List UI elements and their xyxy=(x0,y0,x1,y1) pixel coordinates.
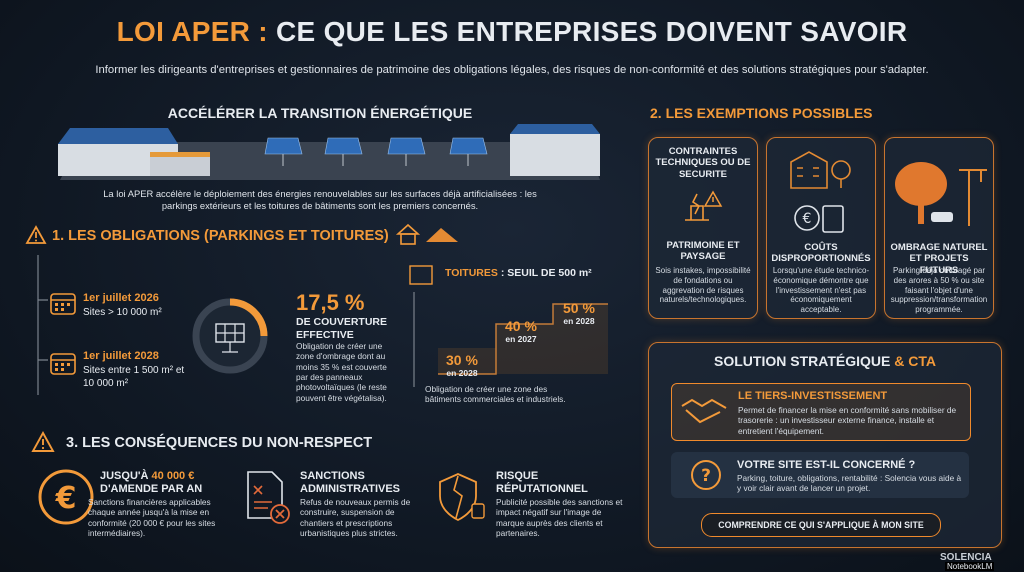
offer-title: LE TIERS-INVESTISSEMENT xyxy=(738,390,888,402)
card-title: PATRIMOINE ET PAYSAGE xyxy=(666,240,740,263)
card-text: Sois instakes, impossibilité de fondatio… xyxy=(655,266,751,305)
card-icon xyxy=(685,190,723,221)
deadline-date: 1er juillet 2028 xyxy=(83,350,159,362)
solution-title-highlight: & CTA xyxy=(894,353,936,369)
hero-illustration xyxy=(58,124,600,180)
roofs-text: Obligation de créer une zone des bâtimen… xyxy=(425,384,566,405)
calendar-icon xyxy=(50,293,76,315)
question-icon: ? xyxy=(691,460,721,490)
roofs-title-text: : SEUIL DE 500 m² xyxy=(500,267,592,279)
roof-panels xyxy=(58,128,178,144)
roof-edge xyxy=(150,152,210,157)
card-title: COÛTS DISPROPORTIONNÉS xyxy=(771,242,871,265)
solution-title: SOLUTION STRATÉGIQUE & CTA xyxy=(649,353,1001,369)
reputation-icon xyxy=(439,473,485,522)
warning-icon xyxy=(25,225,47,244)
exemption-card: € COÛTS DISPROPORTIONNÉS Lorsqu'une étud… xyxy=(766,137,876,319)
deadline-sites: Sites entre 1 500 m² et 10 000 m² xyxy=(83,365,185,389)
exemption-card: CONTRAINTES TECHNIQUES OU DE SECURITE PA… xyxy=(648,137,758,319)
exemptions-title: 2. LES EXEMPTIONS POSSIBLES xyxy=(650,105,873,121)
step-year: en 2028 xyxy=(563,316,595,326)
document-icon xyxy=(247,471,290,524)
title: LOI APER : CE QUE LES ENTREPRISES DOIVEN… xyxy=(0,16,1024,48)
card-title: OMBRAGE NATUREL ET PROJETS FUTURS xyxy=(890,242,988,276)
deadline-sites: Sites > 10 000 m² xyxy=(83,307,162,319)
carports xyxy=(264,137,488,155)
watermark: NotebookLM xyxy=(945,562,995,571)
step-value: 40 % xyxy=(505,318,537,334)
solution-panel: SOLUTION STRATÉGIQUE & CTA LE TIERS-INVE… xyxy=(648,342,1002,548)
step-value: 50 % xyxy=(563,300,595,316)
warning-icon xyxy=(31,431,55,452)
brand: SOLENCIA xyxy=(940,552,992,563)
coverage-label: DE COUVERTURE EFFECTIVE xyxy=(296,316,388,341)
card-icon: € xyxy=(790,151,851,233)
roof-step: 30 % en 2028 xyxy=(446,352,478,378)
exemption-card: OMBRAGE NATUREL ET PROJETS FUTURS Parkin… xyxy=(884,137,994,319)
offer-text: Permet de financer la mise en conformité… xyxy=(738,405,957,436)
timeline xyxy=(37,255,48,395)
coverage-text: Obligation de créer une zone d'ombrage d… xyxy=(296,341,387,403)
svg-text:?: ? xyxy=(701,466,711,486)
coverage-ring xyxy=(192,298,268,374)
reputation-text: Publicité possible des sanctions et impa… xyxy=(496,497,623,539)
card-icon xyxy=(895,162,987,226)
title-highlight: LOI APER : xyxy=(116,16,268,47)
posts xyxy=(282,154,469,166)
handshake-icon xyxy=(681,398,727,424)
card-text: Lorsqu'une étude technico-économique dém… xyxy=(772,266,870,314)
fine-prefix: JUSQU'À xyxy=(100,470,149,482)
offer-box: LE TIERS-INVESTISSEMENT Permet de financ… xyxy=(671,383,971,441)
house-icons xyxy=(395,223,458,245)
roof-step: 50 % en 2028 xyxy=(563,300,595,326)
calendar-icon xyxy=(50,353,76,375)
hero-text: La loi APER accélère le déploiement des … xyxy=(103,188,537,212)
roof-steps xyxy=(409,265,608,387)
deadline: 1er juillet 2026 Sites > 10 000 m² xyxy=(83,292,188,318)
obligations-title: 1. LES OBLIGATIONS (PARKINGS ET TOITURES… xyxy=(52,228,389,244)
roofs-title: TOITURES : SEUIL DE 500 m² xyxy=(445,267,592,280)
coverage-value: 17,5 % xyxy=(296,290,365,315)
question-title: VOTRE SITE EST-IL CONCERNÉ ? xyxy=(737,459,916,471)
fine-suffix: D'AMENDE PAR AN xyxy=(100,483,203,496)
admin-text: Refus de nouveaux permis de construire, … xyxy=(300,497,411,539)
card-text: Parking déjà ombragé par des arores à 50… xyxy=(890,266,988,314)
fine-title: JUSQU'À 40 000 € D'AMENDE PAR AN xyxy=(100,470,230,496)
cta-button[interactable]: COMPRENDRE CE QUI S'APPLIQUE À MON SITE xyxy=(701,513,941,537)
card-top: CONTRAINTES TECHNIQUES OU DE SECURITE xyxy=(655,146,751,180)
question-text: Parking, toiture, obligations, rentabili… xyxy=(737,473,962,494)
question-box: ? VOTRE SITE EST-IL CONCERNÉ ? Parking, … xyxy=(671,452,969,498)
deadline-date: 1er juillet 2026 xyxy=(83,292,159,304)
consequences-title: 3. LES CONSÉQUENCES DU NON-RESPECT xyxy=(66,435,373,451)
step-value: 30 % xyxy=(446,352,478,368)
hero-title: ACCÉLÉRER LA TRANSITION ÉNERGÉTIQUE xyxy=(167,105,473,121)
roof-panels xyxy=(510,124,600,134)
building xyxy=(510,134,600,176)
euro-icon: € xyxy=(38,469,94,525)
roof-step: 40 % en 2027 xyxy=(505,318,537,344)
step-year: en 2028 xyxy=(446,368,478,378)
svg-text:€: € xyxy=(803,211,812,227)
solution-title-text: SOLUTION STRATÉGIQUE xyxy=(714,353,891,369)
reputation-title: RISQUE RÉPUTATIONNEL xyxy=(496,470,588,496)
subtitle: Informer les dirigeants d'entreprises et… xyxy=(95,64,929,76)
admin-title: SANCTIONS ADMINISTRATIVES xyxy=(300,470,401,496)
roofs-title-highlight: TOITURES xyxy=(445,267,498,279)
fine-amount: 40 000 € xyxy=(151,470,195,482)
deadline: 1er juillet 2028 Sites entre 1 500 m² et … xyxy=(83,350,188,390)
title-text: CE QUE LES ENTREPRISES DOIVENT SAVOIR xyxy=(276,16,908,47)
svg-text:€: € xyxy=(55,481,77,516)
fine-text: Sanctions financières applicables chaque… xyxy=(88,497,216,539)
step-year: en 2027 xyxy=(505,334,537,344)
